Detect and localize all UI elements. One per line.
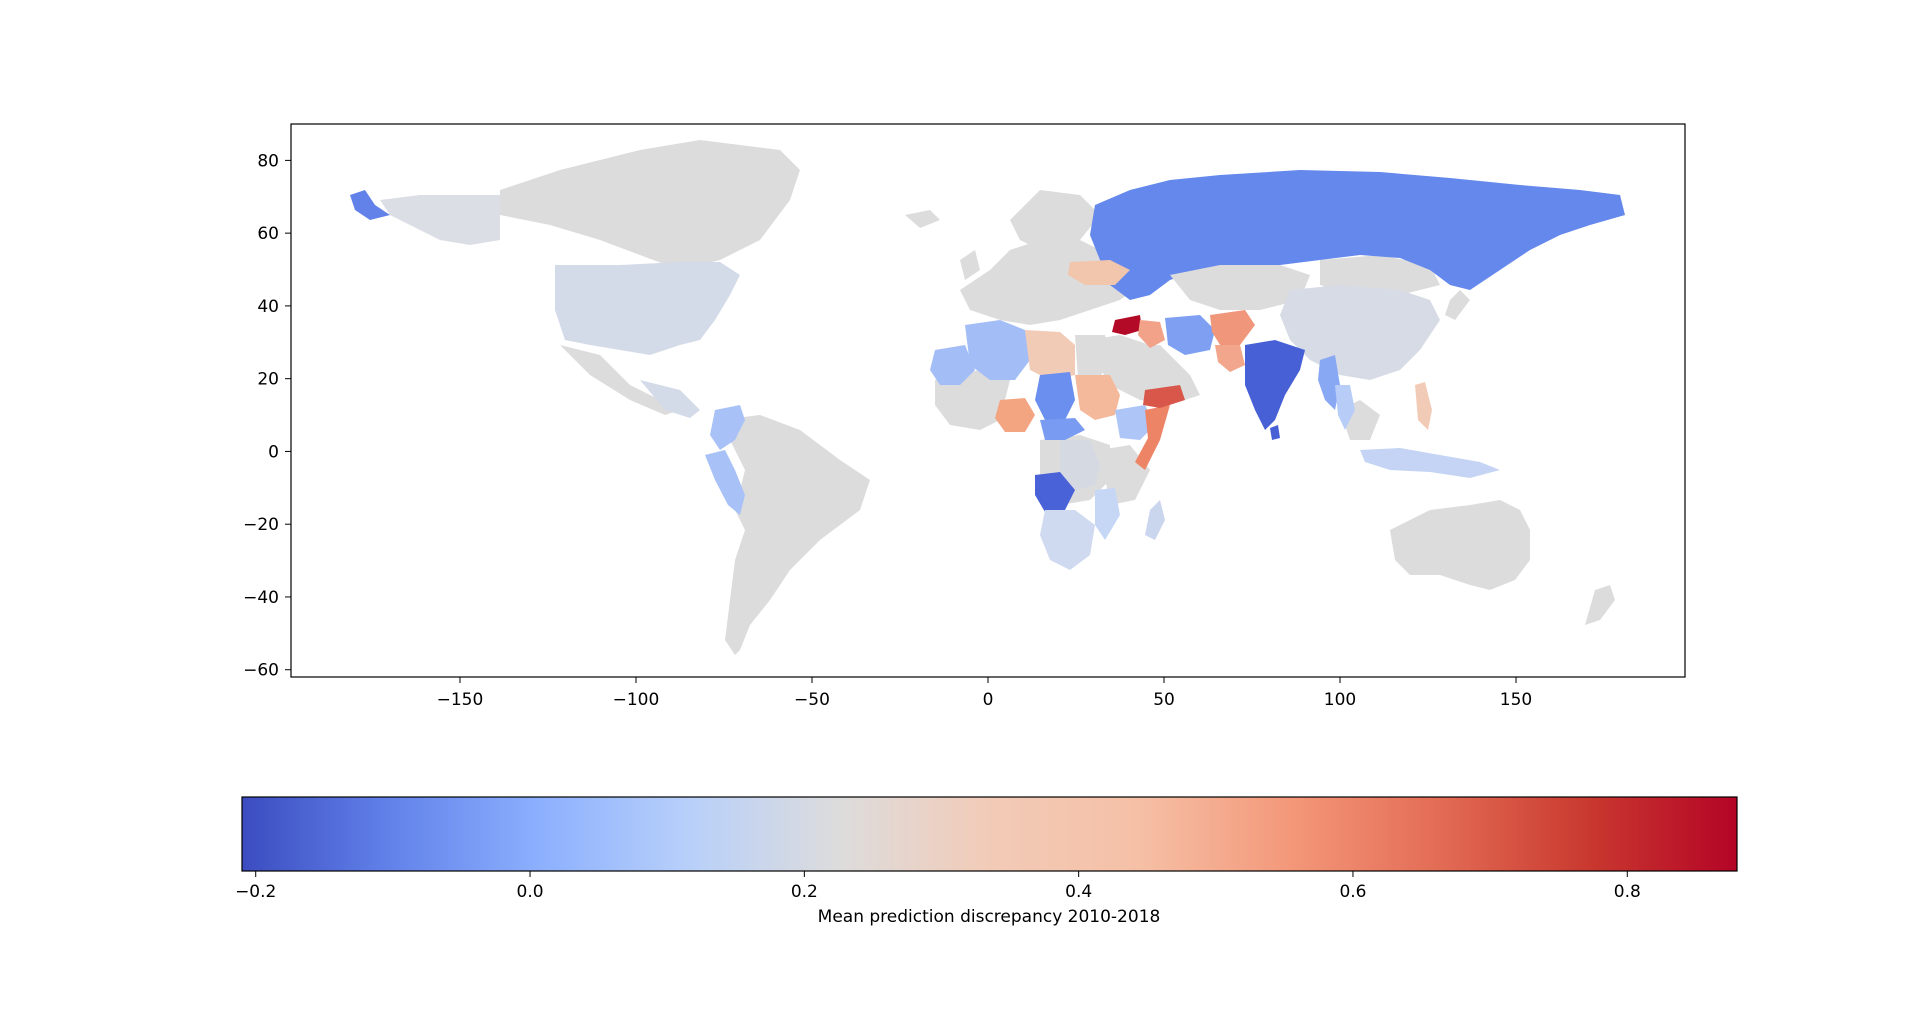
region-india bbox=[1245, 340, 1305, 430]
region-ethiopia bbox=[1115, 405, 1155, 440]
region-car bbox=[1040, 418, 1085, 440]
region-yemen bbox=[1143, 385, 1185, 408]
colorbar-tick-label: −0.2 bbox=[235, 882, 276, 902]
country-uk bbox=[960, 250, 980, 280]
region-ecuador-peru bbox=[705, 450, 745, 515]
country-madagascar bbox=[1145, 500, 1165, 540]
colorbar-gradient bbox=[241, 796, 1738, 872]
country-iceland bbox=[905, 210, 940, 228]
colorbar-tick-label: 0.0 bbox=[517, 882, 544, 902]
y-axis: 80 60 40 20 0 −20 −40 −60 bbox=[243, 151, 291, 681]
x-tick-label: 150 bbox=[1500, 690, 1532, 710]
region-central-america bbox=[640, 380, 700, 418]
region-nigeria bbox=[995, 398, 1035, 432]
colorbar-ticks: −0.2 0.0 0.2 0.4 0.6 0.8 bbox=[235, 871, 1641, 902]
y-tick-label: 0 bbox=[268, 442, 279, 462]
y-tick-label: 80 bbox=[257, 151, 279, 171]
country-south-america bbox=[720, 415, 870, 655]
country-australia bbox=[1390, 500, 1530, 590]
region-indonesia bbox=[1360, 448, 1500, 478]
country-new-zealand bbox=[1585, 585, 1615, 625]
region-ukraine bbox=[1068, 260, 1130, 285]
region-colombia bbox=[710, 405, 745, 450]
region-somalia bbox=[1135, 405, 1170, 470]
region-thailand bbox=[1335, 385, 1355, 430]
y-tick-label: 60 bbox=[257, 224, 279, 244]
colorbar-tick-label: 0.2 bbox=[791, 882, 818, 902]
region-iraq bbox=[1138, 320, 1165, 348]
y-tick-label: −40 bbox=[243, 588, 279, 608]
colorbar-tick-label: 0.4 bbox=[1065, 882, 1092, 902]
region-usa bbox=[555, 262, 740, 355]
region-southern-africa bbox=[1040, 510, 1095, 570]
region-drc bbox=[1060, 440, 1100, 490]
colorbar-tick-label: 0.8 bbox=[1614, 882, 1641, 902]
region-iran bbox=[1165, 315, 1215, 355]
country-japan bbox=[1445, 290, 1470, 320]
region-alaska-mainland bbox=[380, 195, 500, 245]
x-tick-label: 0 bbox=[983, 690, 994, 710]
region-sri-lanka bbox=[1270, 425, 1280, 440]
region-myanmar bbox=[1318, 355, 1340, 410]
region-china bbox=[1280, 285, 1440, 380]
region-mali bbox=[930, 345, 975, 385]
y-tick-label: −60 bbox=[243, 661, 279, 681]
x-tick-label: −100 bbox=[613, 690, 660, 710]
region-kazakhstan bbox=[1170, 265, 1310, 310]
region-mozambique bbox=[1095, 488, 1120, 540]
y-tick-label: 20 bbox=[257, 370, 279, 390]
land-layer bbox=[350, 140, 1625, 655]
y-tick-label: −20 bbox=[243, 515, 279, 535]
region-syria bbox=[1112, 315, 1142, 335]
country-scandinavia bbox=[1020, 195, 1090, 255]
country-mongolia bbox=[1320, 255, 1440, 295]
region-angola bbox=[1035, 472, 1075, 512]
x-tick-label: −50 bbox=[794, 690, 830, 710]
region-egypt bbox=[1075, 335, 1110, 378]
country-greenland-2 bbox=[690, 150, 760, 185]
x-tick-label: −150 bbox=[437, 690, 484, 710]
region-philippines bbox=[1415, 382, 1432, 430]
region-sudan bbox=[1075, 375, 1120, 420]
region-algeria bbox=[965, 320, 1030, 380]
colorbar: −0.2 0.0 0.2 0.4 0.6 0.8 Mean prediction disc… bbox=[235, 796, 1738, 927]
region-afghanistan bbox=[1210, 310, 1255, 348]
country-europe bbox=[960, 235, 1140, 325]
x-tick-label: 50 bbox=[1153, 690, 1175, 710]
country-mexico bbox=[560, 345, 680, 415]
x-axis: −150 −100 −50 0 50 100 150 bbox=[437, 677, 1532, 710]
region-pakistan bbox=[1215, 345, 1245, 372]
region-alaska bbox=[350, 190, 390, 220]
colorbar-label: Mean prediction discrepancy 2010-2018 bbox=[818, 907, 1161, 927]
y-tick-label: 40 bbox=[257, 297, 279, 317]
region-chad bbox=[1035, 372, 1075, 420]
colorbar-tick-label: 0.6 bbox=[1339, 882, 1366, 902]
map-axes: −150 −100 −50 0 50 100 150 80 60 40 20 0 −20 −40 −60 bbox=[243, 123, 1686, 710]
region-libya bbox=[1025, 330, 1075, 380]
x-tick-label: 100 bbox=[1324, 690, 1356, 710]
